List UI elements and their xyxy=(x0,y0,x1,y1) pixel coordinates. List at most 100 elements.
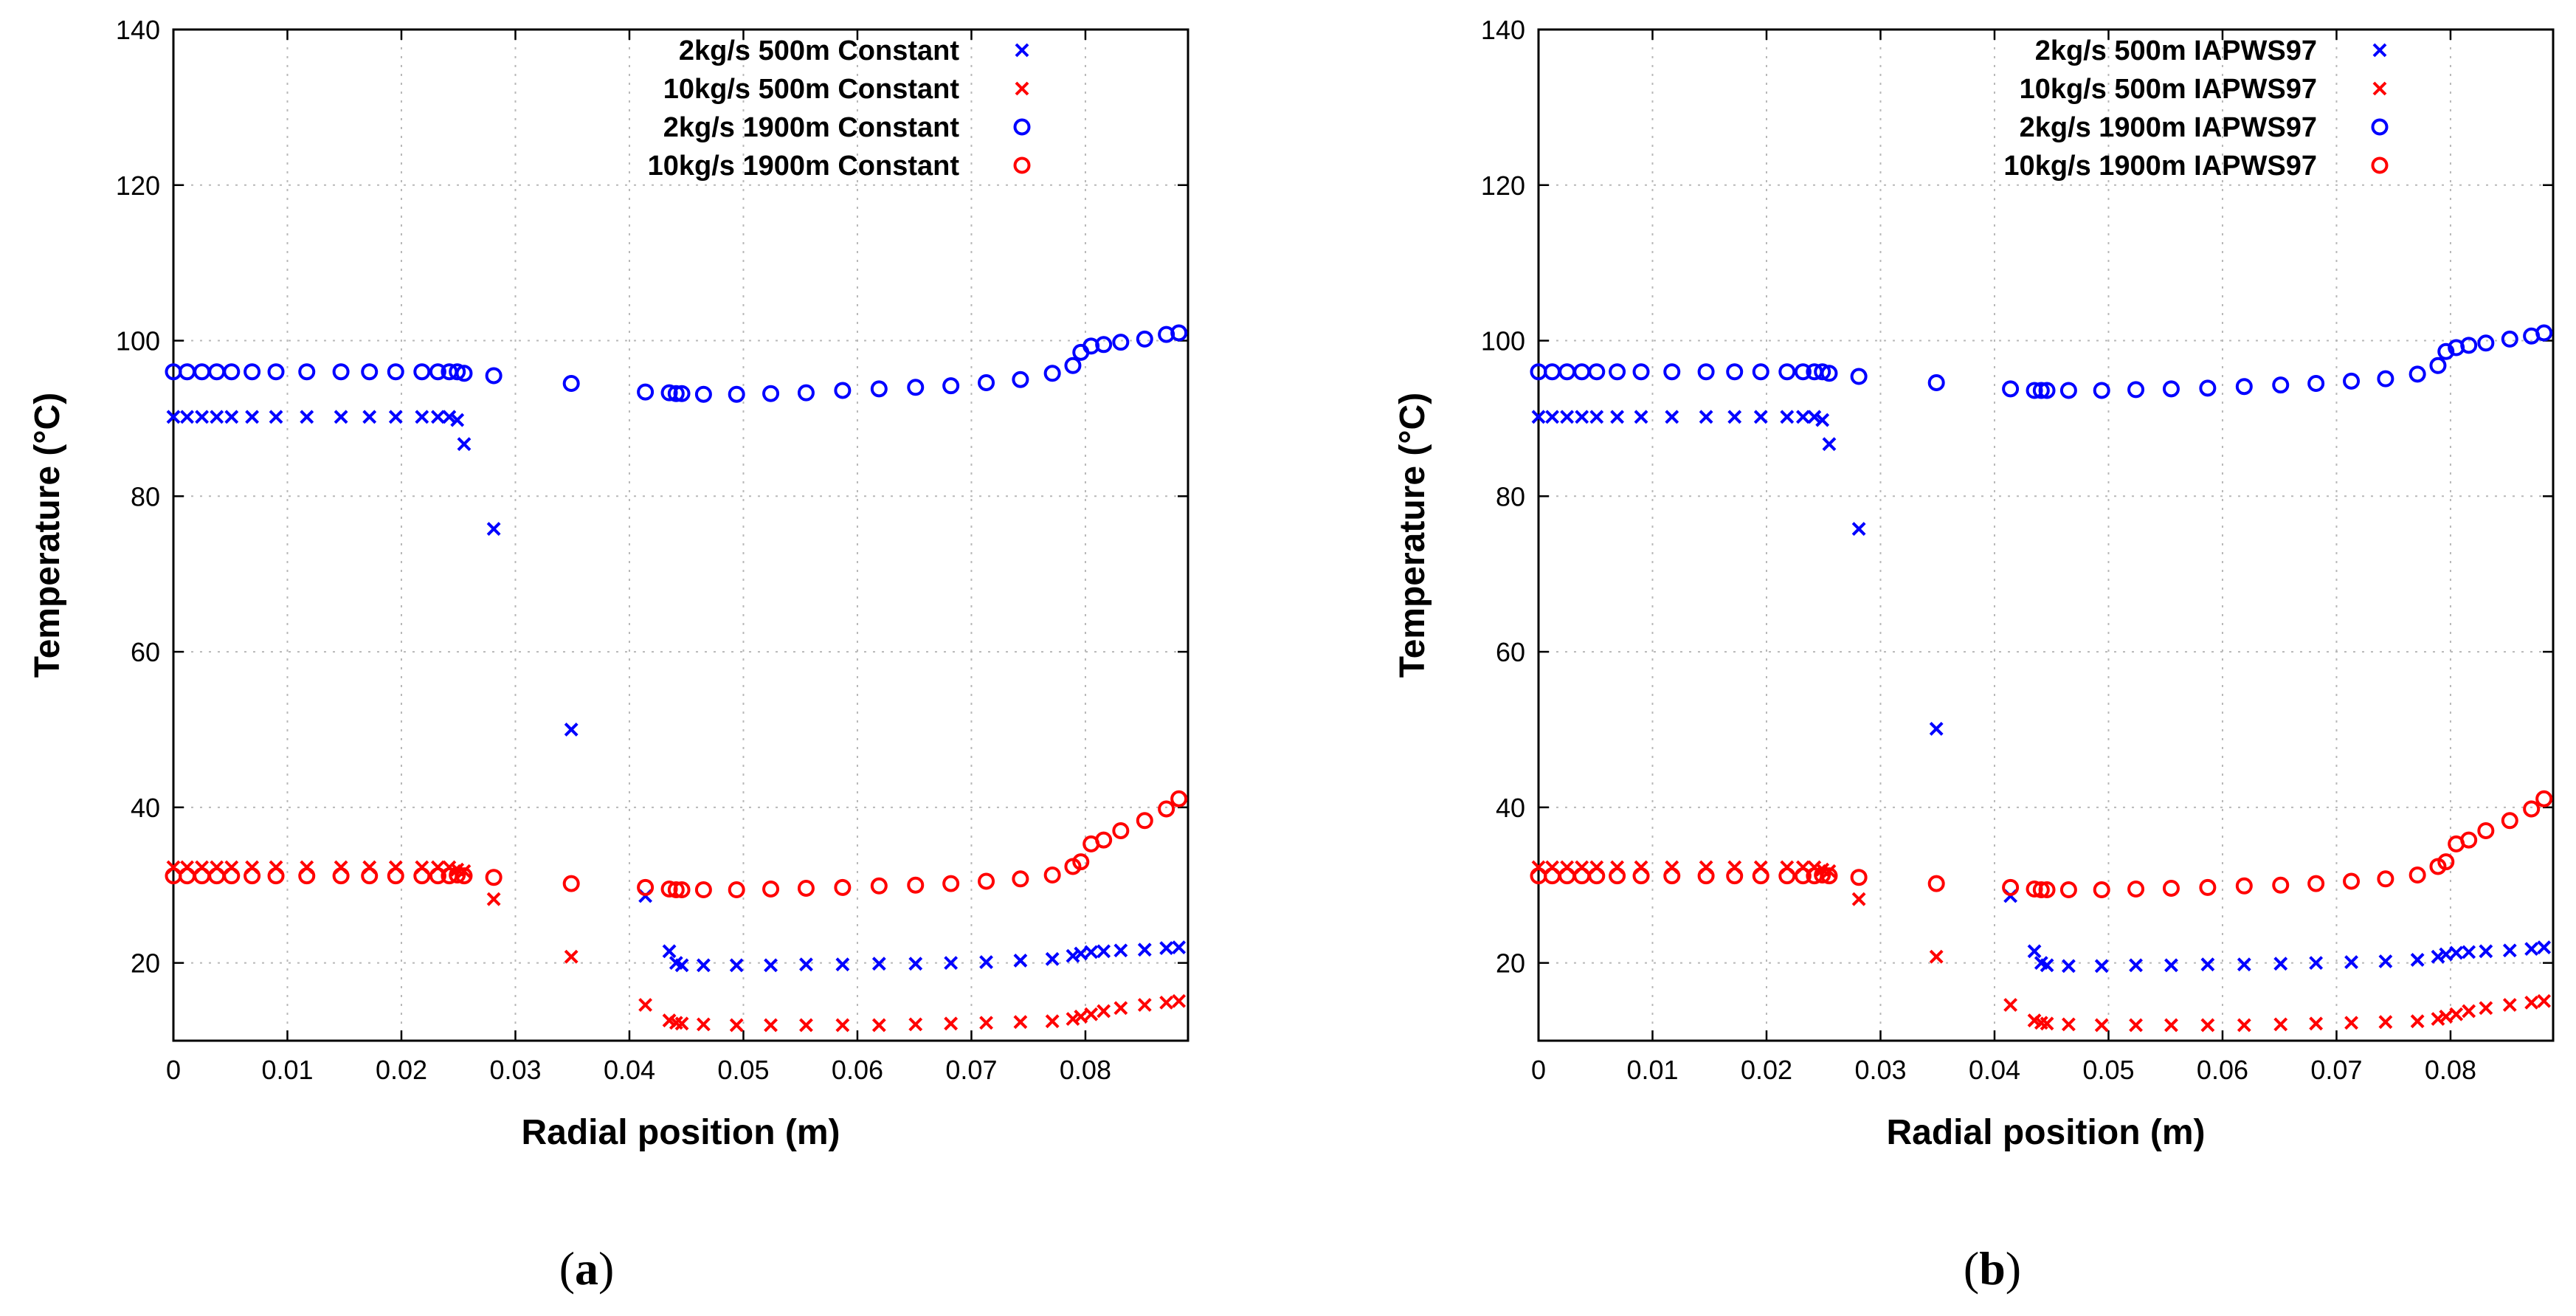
x-tick-label: 0.06 xyxy=(832,1055,883,1085)
y-tick-label: 80 xyxy=(131,481,160,511)
data-point xyxy=(1172,993,1187,1008)
data-point xyxy=(944,956,959,971)
data-point xyxy=(1927,875,1945,892)
data-point xyxy=(1814,363,1831,381)
data-point xyxy=(638,998,653,1012)
data-point xyxy=(223,867,241,885)
legend-label: 2kg/s 1900m IAPWS97 xyxy=(2020,112,2317,143)
data-point xyxy=(564,949,579,964)
data-point xyxy=(2038,881,2056,899)
data-point xyxy=(180,410,194,424)
y-tick-label: 100 xyxy=(116,326,160,356)
x-axis-title: Radial position (m) xyxy=(522,1113,840,1152)
data-point xyxy=(2501,812,2518,830)
data-point xyxy=(1097,1004,1111,1019)
legend-label: 2kg/s 1900m Constant xyxy=(663,112,960,143)
data-point xyxy=(361,867,379,885)
data-point xyxy=(2164,958,2178,973)
legend-label: 10kg/s 500m Constant xyxy=(663,74,960,105)
data-point xyxy=(1663,363,1681,381)
data-points xyxy=(165,324,1188,1033)
data-point xyxy=(1112,821,1130,839)
data-point xyxy=(387,867,404,885)
data-point xyxy=(2502,998,2517,1012)
data-point xyxy=(1558,867,1576,885)
data-point xyxy=(362,410,377,424)
data-point xyxy=(2061,959,2076,974)
x-tick-label: 0.07 xyxy=(945,1055,997,1085)
data-point xyxy=(2344,1016,2358,1030)
panel-label-a: (a) xyxy=(559,1242,615,1295)
data-point xyxy=(1589,410,1604,424)
data-point xyxy=(210,410,224,424)
data-point xyxy=(1573,363,1591,381)
data-point xyxy=(1927,373,1945,391)
data-point xyxy=(193,363,211,381)
data-point xyxy=(2002,380,2020,398)
data-point xyxy=(562,875,580,892)
data-point xyxy=(1113,1001,1128,1016)
data-point xyxy=(2460,337,2478,354)
data-point xyxy=(457,437,472,452)
x-tick-label: 0.01 xyxy=(1626,1055,1678,1085)
data-point xyxy=(245,410,260,424)
data-point xyxy=(1012,870,1029,888)
y-tick-label: 40 xyxy=(1496,793,1525,823)
data-point xyxy=(2410,952,2425,967)
data-point xyxy=(2524,942,2539,957)
data-point xyxy=(1796,410,1810,424)
data-point xyxy=(2462,945,2476,960)
data-point xyxy=(1013,1015,1028,1030)
data-point xyxy=(797,879,815,897)
data-point xyxy=(2200,1018,2215,1033)
panel-label-b: (b) xyxy=(1964,1242,2021,1295)
data-point xyxy=(2061,1017,2076,1032)
data-point xyxy=(1929,721,1944,736)
data-point xyxy=(2479,944,2493,959)
data-point xyxy=(834,878,852,896)
legend-marker xyxy=(2372,81,2387,96)
data-point xyxy=(762,881,780,898)
data-point xyxy=(2437,853,2455,871)
data-point xyxy=(1726,867,1744,885)
data-point xyxy=(1814,867,1831,884)
data-point xyxy=(2462,1004,2476,1019)
x-tick-label: 0.01 xyxy=(261,1055,313,1085)
data-point xyxy=(673,385,691,402)
series-0 xyxy=(1531,410,2552,974)
data-point xyxy=(2127,381,2145,399)
x-tick-label: 0.04 xyxy=(1969,1055,2020,1085)
data-point xyxy=(2377,870,2394,888)
data-point xyxy=(2026,382,2043,399)
data-point xyxy=(1013,954,1028,968)
data-point xyxy=(1172,940,1187,954)
data-point xyxy=(449,867,466,884)
x-tick-label: 0 xyxy=(166,1055,181,1085)
data-point xyxy=(244,867,261,885)
data-point xyxy=(835,957,850,972)
data-point xyxy=(1929,949,1944,964)
data-point xyxy=(486,522,501,536)
data-point xyxy=(1112,334,1130,351)
data-point xyxy=(1573,867,1591,885)
data-point xyxy=(1632,867,1650,885)
data-point xyxy=(429,867,446,885)
data-point xyxy=(1815,413,1830,427)
data-point xyxy=(1097,944,1111,959)
data-point xyxy=(2460,831,2478,849)
data-point xyxy=(1158,800,1175,818)
data-point xyxy=(2524,995,2539,1010)
legend-label: 2kg/s 500m Constant xyxy=(679,35,959,66)
data-point xyxy=(1820,365,1838,382)
data-point xyxy=(1074,1009,1088,1024)
legend-marker xyxy=(2371,118,2389,136)
chart-panel-a: 0 0.01 0.02 0.03 0.04 0.05 0.06 0.07 0.08 20 40 60 8… xyxy=(28,15,1189,1152)
data-point xyxy=(442,410,457,424)
data-point xyxy=(908,957,923,971)
x-tick-label: 0.03 xyxy=(1854,1055,1906,1085)
data-point xyxy=(2437,342,2455,360)
data-point xyxy=(764,1018,778,1033)
data-point xyxy=(2449,945,2464,960)
y-tick-label: 80 xyxy=(1496,481,1525,511)
